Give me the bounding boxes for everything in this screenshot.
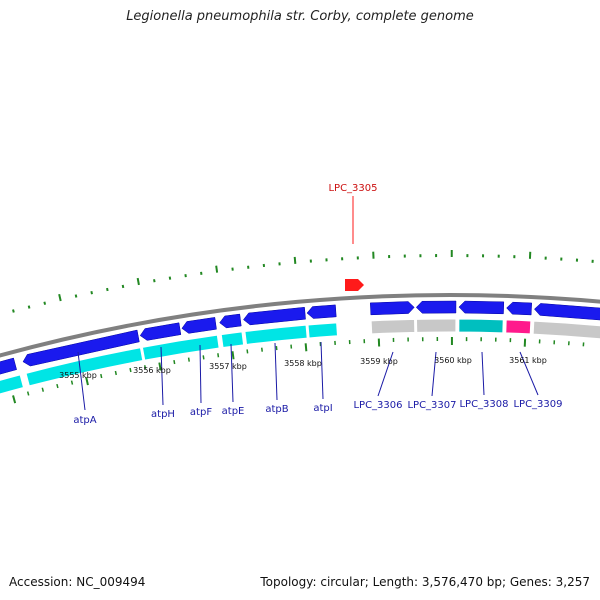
gene-arrow[interactable] xyxy=(534,303,600,321)
genome-summary-text: Topology: circular; Length: 3,576,470 bp… xyxy=(260,575,590,589)
scale-ticks xyxy=(12,336,585,404)
cds-bar[interactable] xyxy=(25,347,144,387)
skew-tick xyxy=(215,265,219,273)
scale-label: 3560 kbp xyxy=(434,356,472,365)
cds-bar[interactable] xyxy=(244,324,308,346)
gene-arrows xyxy=(0,300,600,377)
label-leaders xyxy=(77,341,539,411)
gene-arrow[interactable] xyxy=(139,322,182,341)
scale-label: 3557 kbp xyxy=(209,362,247,371)
scale-label: 3556 kbp xyxy=(133,366,171,375)
gene-arrow[interactable] xyxy=(458,300,505,315)
cds-bar[interactable] xyxy=(415,318,457,333)
scale-tick xyxy=(187,357,190,362)
map-title: Legionella pneumophila str. Corby, compl… xyxy=(126,9,474,24)
gene-label-atpa[interactable]: atpA xyxy=(73,415,96,426)
label-leader xyxy=(481,351,485,396)
scale-tick xyxy=(217,353,220,358)
gene-label-atpf[interactable]: atpF xyxy=(190,407,212,418)
label-leader xyxy=(160,346,164,406)
label-leader xyxy=(431,351,437,397)
scale-tick xyxy=(12,395,17,404)
scale-tick xyxy=(114,370,117,376)
skew-tick xyxy=(58,293,62,302)
gene-arrow[interactable] xyxy=(370,301,415,316)
gene-label-lpc-3309[interactable]: LPC_3309 xyxy=(513,399,562,410)
gene-arrow[interactable] xyxy=(243,306,306,326)
gc-skew-ticks xyxy=(12,249,594,313)
gene-arrow[interactable] xyxy=(22,329,140,367)
gene-arrow[interactable] xyxy=(415,300,457,314)
cds-bar[interactable] xyxy=(0,374,25,397)
scale-label: 3561 kbp xyxy=(509,356,547,365)
cds-bar[interactable] xyxy=(220,331,245,349)
scale-tick xyxy=(56,383,59,389)
highlight-gene-marker[interactable] xyxy=(345,279,364,291)
scale-tick xyxy=(202,355,205,360)
scale-tick xyxy=(143,365,147,370)
highlight-gene-label[interactable]: LPC_3305 xyxy=(328,183,377,194)
scale-tick xyxy=(85,377,89,386)
gene-arrow[interactable] xyxy=(0,357,17,377)
gene-label-lpc-3307[interactable]: LPC_3307 xyxy=(407,400,456,411)
gene-label-lpc-3306[interactable]: LPC_3306 xyxy=(353,400,402,411)
scale-tick xyxy=(129,367,132,373)
skew-tick xyxy=(43,301,47,305)
skew-tick xyxy=(293,256,297,264)
scale-label: 3558 kbp xyxy=(284,359,322,368)
skew-tick xyxy=(121,284,125,289)
cds-bar[interactable] xyxy=(505,319,532,335)
gene-arrow[interactable] xyxy=(306,304,337,319)
label-leader xyxy=(274,342,278,401)
cds-bar[interactable] xyxy=(532,320,600,340)
cds-bar[interactable] xyxy=(458,318,504,334)
label-leader xyxy=(77,351,86,411)
skew-tick xyxy=(12,309,15,313)
scale-tick xyxy=(304,343,308,352)
accession-text: Accession: NC_009494 xyxy=(9,575,146,589)
scale-label: 3555 kbp xyxy=(59,371,97,380)
scale-tick xyxy=(173,359,176,365)
cds-bars xyxy=(0,318,600,397)
gene-arrow[interactable] xyxy=(181,317,217,334)
gene-label-atpb[interactable]: atpB xyxy=(265,404,288,415)
gene-label-lpc-3308[interactable]: LPC_3308 xyxy=(459,399,508,410)
skew-tick xyxy=(74,294,78,298)
scale-tick xyxy=(26,391,30,396)
gene-label-atph[interactable]: atpH xyxy=(151,409,175,420)
scale-tick xyxy=(70,380,74,385)
gene-arrow[interactable] xyxy=(506,301,532,316)
genome-backbone xyxy=(0,293,600,358)
skew-tick xyxy=(136,277,140,286)
skew-tick xyxy=(106,287,109,292)
gene-label-atpe[interactable]: atpE xyxy=(222,406,245,417)
label-leader xyxy=(519,351,539,396)
skew-tick xyxy=(90,291,93,295)
scale-tick xyxy=(41,387,45,392)
scale-tick xyxy=(158,362,162,371)
label-leader xyxy=(230,343,234,403)
scale-tick xyxy=(231,351,235,360)
skew-tick xyxy=(153,279,156,283)
gene-label-atpi[interactable]: atpI xyxy=(313,403,332,414)
scale-label: 3559 kbp xyxy=(360,357,398,366)
cds-bar[interactable] xyxy=(370,318,416,335)
gene-arrow[interactable] xyxy=(219,313,242,329)
scale-tick xyxy=(100,373,103,379)
label-leader xyxy=(320,341,324,400)
skew-tick xyxy=(27,305,31,309)
label-leader xyxy=(199,344,202,404)
label-leader xyxy=(377,351,394,397)
cds-bar[interactable] xyxy=(307,322,339,339)
